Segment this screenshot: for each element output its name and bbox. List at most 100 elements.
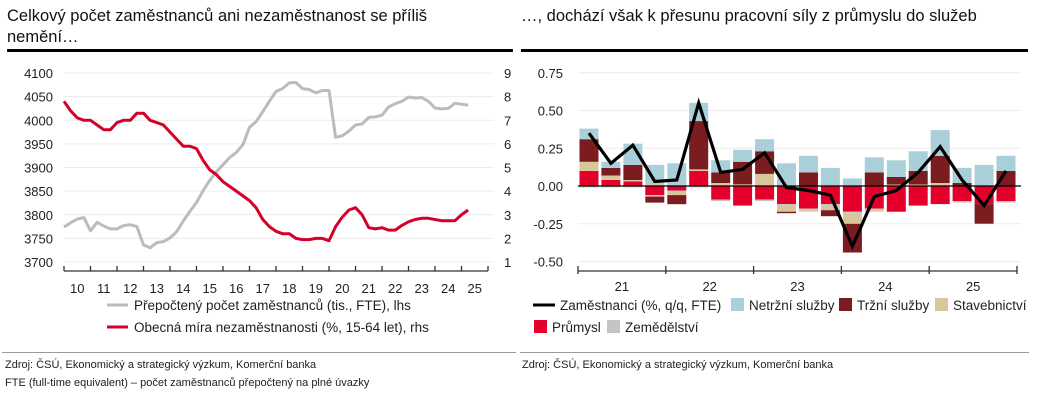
- bar-segment-tržní-služby: [711, 172, 731, 183]
- x-tick-label: 24: [878, 279, 892, 294]
- bar-segment-průmysl: [908, 186, 928, 206]
- bar-segment-netržní-služby: [930, 130, 950, 156]
- x-tick-label: 18: [282, 281, 296, 296]
- x-tick-label: 22: [702, 279, 716, 294]
- legend-label: Zemědělství: [625, 320, 699, 335]
- right-bar-chart: -0.50 -0.25 0.00 0.25 0.50 0.75 21 22 23 24 25 Zamě…: [533, 66, 1027, 335]
- bar-segment-zemědělství: [952, 201, 972, 203]
- bar-segment-stavebnictví: [820, 205, 840, 211]
- bar-segment-tržní-služby: [777, 211, 796, 214]
- bar-segment-stavebnictví: [623, 180, 643, 182]
- bar-segment-stavebnictví: [886, 184, 906, 186]
- legend-swatch: [607, 320, 620, 333]
- bar-segment-tržní-služby: [601, 167, 621, 176]
- bar-segment-stavebnictví: [579, 161, 599, 171]
- y-left-tick-label: 4050: [24, 90, 53, 105]
- bar-segment-zemědělství: [711, 199, 731, 202]
- legend-swatch: [731, 298, 744, 311]
- y-left-tick-label: 3900: [24, 161, 53, 176]
- y-left-tick-label: 3800: [24, 208, 53, 223]
- bar-segment-netržní-služby: [842, 178, 862, 186]
- bar-segment-zemědělství: [623, 186, 643, 188]
- bar-segment-netržní-služby: [755, 139, 775, 152]
- y-tick-label: -0.25: [533, 217, 563, 232]
- legend-label: Tržní služby: [857, 298, 930, 313]
- legend-swatch: [534, 320, 547, 333]
- bar-segment-zemědělství: [996, 201, 1016, 203]
- y-right-tick-label: 6: [504, 137, 511, 152]
- legend-label: Přepočtený počet zaměstnanců (tis., FTE)…: [134, 298, 411, 313]
- bar-segment-netržní-služby: [645, 164, 665, 183]
- bar-segment-průmysl: [755, 186, 775, 200]
- left-title-rule: [7, 49, 513, 52]
- bar-segment-tržní-služby: [930, 155, 950, 183]
- y-right-tick-label: 5: [504, 161, 511, 176]
- unemployment-line: [62, 100, 469, 243]
- bar-segment-stavebnictví: [645, 183, 665, 186]
- bar-segment-průmysl: [645, 186, 665, 196]
- y-right-tick-label: 8: [504, 90, 511, 105]
- bar-segment-tržní-služby: [667, 195, 687, 205]
- bar-segment-tržní-služby: [842, 223, 862, 253]
- bar-segment-stavebnictví: [689, 169, 709, 171]
- x-tick-label: 13: [150, 281, 164, 296]
- bar-segment-stavebnictví: [908, 184, 928, 186]
- right-title-rule: [521, 49, 1028, 52]
- bar-segment-tržní-služby: [689, 121, 709, 170]
- y-left-tick-label: 4100: [24, 66, 53, 81]
- bar-segment-netržní-služby: [996, 155, 1016, 171]
- x-tick-label: 17: [256, 281, 270, 296]
- bar-segment-stavebnictví: [711, 183, 731, 186]
- left-chart-title: Celkový počet zaměstnanců ani nezaměstna…: [7, 7, 428, 46]
- y-tick-label: 0.00: [538, 179, 563, 194]
- bar-segment-průmysl: [996, 186, 1016, 202]
- bar-segment-stavebnictví: [733, 184, 753, 186]
- bar-segment-tržní-služby: [799, 172, 818, 186]
- bar-segment-tržní-služby: [820, 210, 840, 217]
- employees-line: [63, 81, 469, 250]
- bar-segment-tržní-služby: [864, 172, 884, 186]
- bar-segment-průmysl: [579, 170, 599, 186]
- bar-segment-zemědělství: [755, 199, 775, 202]
- y-left-tick-label: 3750: [24, 231, 53, 246]
- bar-segment-tržní-služby: [886, 176, 906, 185]
- y-right-tick-label: 9: [504, 66, 511, 81]
- bar-segment-průmysl: [601, 180, 621, 186]
- bar-segment-průmysl: [777, 186, 796, 205]
- legend-label: Netržní služby: [749, 298, 835, 313]
- legend-swatch: [839, 298, 852, 311]
- bar-segment-netržní-služby: [886, 160, 906, 177]
- bar-segment-průmysl: [667, 186, 687, 191]
- bar-segment-zemědělství: [799, 208, 818, 211]
- bar-segment-stavebnictví: [799, 210, 818, 212]
- y-right-tick-label: 7: [504, 113, 511, 128]
- legend-label: Zaměstnanci (%, q/q, FTE): [560, 298, 721, 313]
- bar-segment-tržní-služby: [996, 170, 1016, 186]
- x-tick-label: 24: [441, 281, 455, 296]
- bar-segment-průmysl: [930, 186, 950, 205]
- bar-segment-zemědělství: [667, 190, 687, 192]
- bar-segment-průmysl: [623, 181, 643, 186]
- bar-segment-stavebnictví: [930, 183, 950, 186]
- left-note-text: FTE (full-time equivalent) – počet zaměs…: [5, 377, 370, 389]
- legend-label: Stavebnictví: [953, 298, 1027, 313]
- bar-segment-zemědělství: [579, 186, 599, 188]
- bar-segment-průmysl: [689, 170, 709, 186]
- bar-segment-zemědělství: [820, 204, 840, 206]
- bar-segment-tržní-služby: [579, 139, 599, 162]
- x-tick-label: 11: [97, 281, 111, 296]
- bar-segment-netržní-služby: [820, 167, 840, 186]
- bar-segment-stavebnictví: [842, 213, 862, 224]
- bar-segment-stavebnictví: [864, 210, 884, 212]
- x-tick-label: 14: [176, 281, 190, 296]
- bar-segment-netržní-služby: [864, 157, 884, 173]
- bar-segment-tržní-služby: [623, 164, 643, 180]
- x-tick-label: 21: [615, 279, 629, 294]
- bar-segment-stavebnictví: [755, 173, 775, 186]
- y-left-tick-label: 3850: [24, 184, 53, 199]
- x-tick-label: 25: [468, 281, 482, 296]
- bar-segment-průmysl: [842, 186, 862, 212]
- bar-segment-zemědělství: [601, 186, 621, 188]
- x-tick-label: 16: [229, 281, 243, 296]
- bar-segment-stavebnictví: [777, 205, 796, 212]
